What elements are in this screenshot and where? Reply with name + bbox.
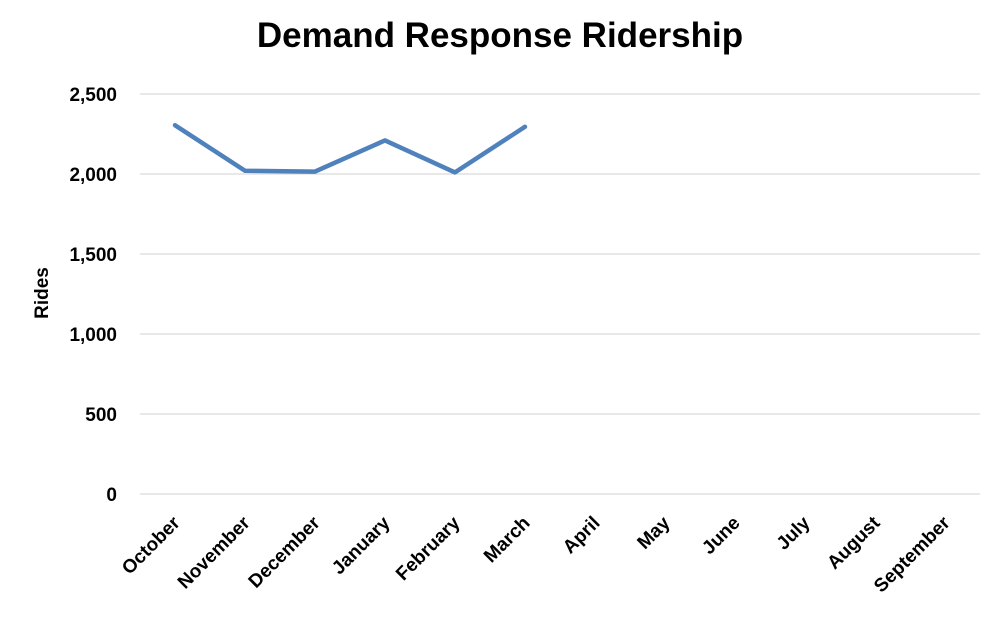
- series-layer: [172, 122, 528, 175]
- x-tick-label: January: [328, 512, 395, 579]
- x-tick-label: April: [559, 513, 604, 558]
- x-tick-label: October: [118, 512, 185, 579]
- y-tick-label: 0: [106, 485, 117, 506]
- x-tick-label: February: [392, 512, 465, 585]
- y-axis-label: Rides: [32, 267, 53, 319]
- y-tick-label: 1,000: [69, 325, 117, 346]
- y-tick-label: 2,000: [69, 165, 117, 186]
- x-tick-label: November: [174, 512, 255, 593]
- x-tick-label: July: [773, 512, 815, 554]
- y-tick-label: 500: [85, 405, 117, 426]
- x-tick-label: March: [480, 513, 534, 567]
- y-tick-label: 1,500: [69, 245, 117, 266]
- x-tick-label: December: [245, 512, 325, 592]
- gridlines: [140, 93, 980, 495]
- series-line: [172, 122, 528, 175]
- x-tick-label: May: [634, 512, 675, 553]
- x-tick-label: September: [870, 512, 955, 597]
- x-tick-label: June: [698, 513, 744, 559]
- x-tick-label: August: [823, 512, 885, 574]
- y-axis-ticks: 0 500 1,000 1,500 2,000 2,500: [69, 85, 117, 506]
- y-tick-label: 2,500: [69, 85, 117, 106]
- chart-title: Demand Response Ridership: [256, 16, 744, 55]
